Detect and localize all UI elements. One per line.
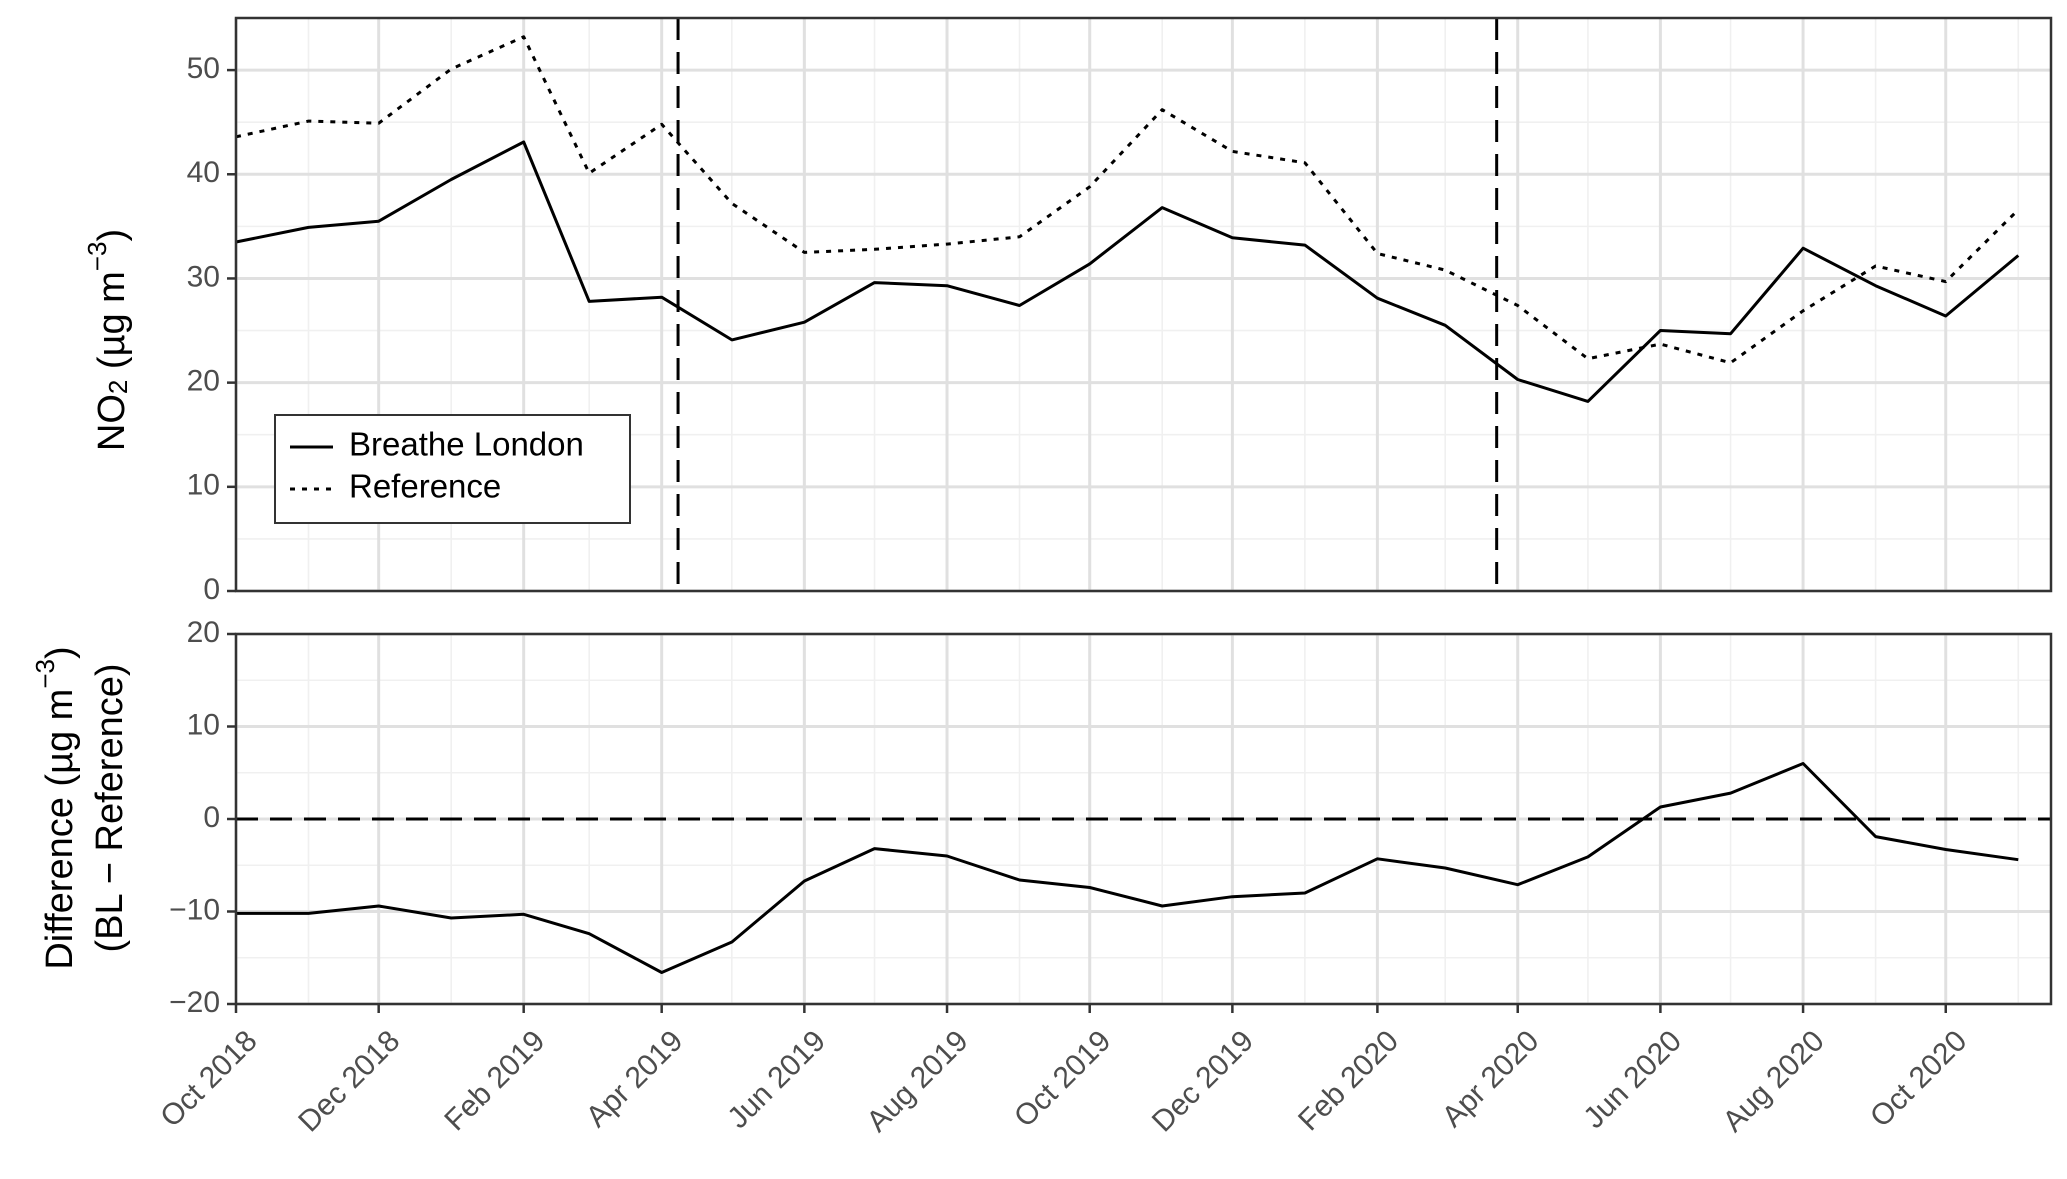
legend-label: Breathe London	[349, 426, 584, 463]
y-tick-label: 50	[187, 52, 220, 85]
x-tick-label: Jun 2019	[721, 1024, 832, 1135]
top-yticks: 0 10 20 30 40 50	[187, 52, 236, 606]
top-series	[234, 16, 2053, 593]
x-axis: Oct 2018 Dec 2018 Feb 2019 Apr 2019 Jun 2019…	[154, 1004, 1973, 1138]
y-tick-label: 20	[187, 616, 220, 649]
bottom-panel: −20 −10 0 10 20	[169, 616, 2053, 1019]
legend: Breathe London Reference	[274, 414, 631, 524]
y-tick-label: 30	[187, 260, 220, 293]
x-tick-label: Oct 2018	[154, 1024, 263, 1133]
x-tick-label: Apr 2019	[580, 1024, 689, 1133]
y-tick-label: −10	[169, 893, 220, 926]
panel-border	[234, 16, 2053, 593]
x-tick-label: Feb 2019	[438, 1024, 551, 1137]
series-line-reference	[235, 35, 2020, 365]
y-tick-label: 10	[187, 708, 220, 741]
bottom-y-axis-title-line2: (BL − Reference)	[89, 663, 131, 952]
series-line-breathe-london	[235, 140, 2020, 403]
x-tick-label: Dec 2019	[1146, 1024, 1260, 1138]
x-tick-label: Aug 2020	[1717, 1024, 1831, 1138]
y-tick-label: 20	[187, 365, 220, 398]
bottom-yticks: −20 −10 0 10 20	[169, 616, 236, 1019]
y-tick-label: 40	[187, 156, 220, 189]
legend-label: Reference	[349, 468, 501, 505]
x-tick-label: Oct 2020	[1864, 1024, 1973, 1133]
x-tick-label: Oct 2019	[1008, 1024, 1117, 1133]
series-line-difference	[236, 762, 2019, 974]
x-tick-label: Feb 2020	[1292, 1024, 1405, 1137]
y-tick-label: 10	[187, 469, 220, 502]
top-panel: 0 10 20 30 40 50 Breathe London Reference	[187, 16, 2053, 606]
x-tick-label: Jun 2020	[1577, 1024, 1688, 1135]
y-tick-label: 0	[203, 573, 220, 606]
x-tick-label: Apr 2020	[1436, 1024, 1545, 1133]
y-tick-label: −20	[169, 986, 220, 1019]
x-tick-label: Dec 2018	[292, 1024, 406, 1138]
y-tick-label: 0	[203, 801, 220, 834]
x-tick-label: Aug 2019	[860, 1024, 974, 1138]
legend-box	[274, 414, 631, 524]
top-vlines	[676, 18, 1499, 591]
bottom-y-axis-title-line1: Difference (µg m−3)	[30, 646, 81, 969]
top-y-axis-title: NO2 (µg m−3)	[82, 229, 134, 451]
